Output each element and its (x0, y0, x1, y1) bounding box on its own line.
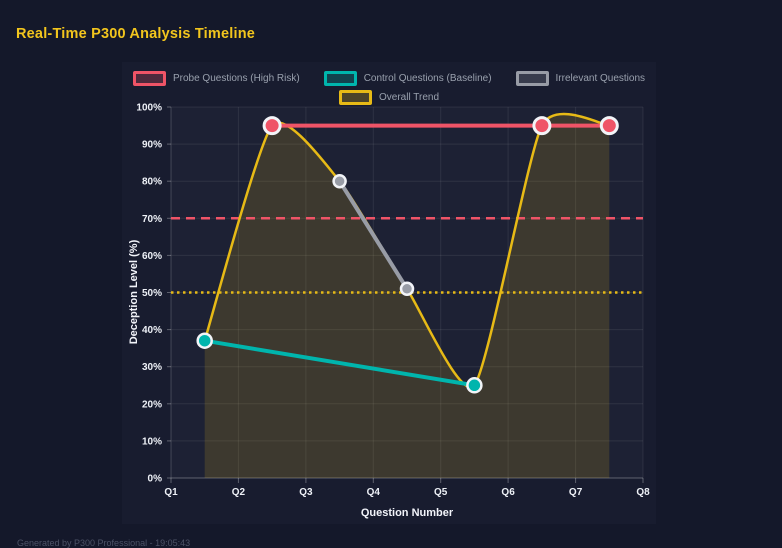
legend-label-control: Control Questions (Baseline) (363, 73, 492, 84)
data-point-irrelevant[interactable] (332, 173, 347, 189)
legend-item-control[interactable]: Control Questions (Baseline) (323, 71, 492, 86)
data-point-probe[interactable] (262, 116, 282, 136)
page-title: Real-Time P300 Analysis Timeline (16, 26, 256, 42)
data-point-irrelevant[interactable] (399, 281, 415, 297)
legend-label-trend: Overall Trend (378, 92, 440, 103)
y-tick-label: 10% (142, 436, 162, 447)
legend-label-irrelevant: Irrelevant Questions (555, 73, 646, 84)
y-tick-label: 90% (142, 140, 162, 151)
x-tick-label: Q3 (299, 487, 313, 498)
legend-swatch-irrelevant (515, 71, 549, 86)
x-tick-label: Q7 (569, 487, 583, 498)
x-tick-label: Q4 (367, 487, 381, 498)
y-tick-label: 40% (142, 325, 162, 336)
data-point-control[interactable] (466, 377, 483, 394)
chart-canvas[interactable]: 0% 10% 20% 30% 40% 50% 60% 70% 80% 90% 100% Q1 Q2 Q3 Q… (122, 62, 656, 524)
y-tick-label: 100% (136, 103, 162, 114)
x-tick-label: Q6 (501, 487, 515, 498)
chart-panel: 0% 10% 20% 30% 40% 50% 60% 70% 80% 90% 100% Q1 Q2 Q3 Q… (122, 62, 656, 524)
series-line-control (202, 338, 477, 388)
x-tick-label: Q5 (434, 487, 448, 498)
legend-row-1: Probe Questions (High Risk) Control Quest… (132, 71, 646, 86)
y-tick-label: 60% (142, 251, 162, 262)
data-point-probe[interactable] (599, 116, 619, 136)
legend-swatch-control (323, 71, 357, 86)
legend-item-probe[interactable]: Probe Questions (High Risk) (132, 71, 300, 86)
y-tick-label: 80% (142, 177, 162, 188)
y-tick-label: 30% (142, 362, 162, 373)
data-point-control[interactable] (196, 332, 213, 349)
y-tick-label: 20% (142, 399, 162, 410)
y-tick-label: 50% (142, 288, 162, 299)
footer-note: Generated by P300 Professional - 19:05:4… (17, 538, 191, 548)
y-tick-label: 70% (142, 214, 162, 225)
series-line-irrelevant (337, 179, 409, 291)
legend-row-2: Overall Trend (338, 90, 440, 105)
legend-item-trend[interactable]: Overall Trend (338, 90, 440, 105)
y-tick-label: 0% (148, 474, 163, 485)
legend-swatch-trend (338, 90, 372, 105)
x-tick-label: Q8 (636, 487, 650, 498)
x-axis-title: Question Number (360, 507, 454, 519)
data-point-probe[interactable] (532, 116, 552, 136)
x-tick-label: Q1 (164, 487, 178, 498)
y-axis-title: Deception Level (%) (128, 239, 140, 345)
legend-swatch-probe (132, 71, 166, 86)
chart-legend: Probe Questions (High Risk) Control Quest… (122, 71, 656, 105)
x-tick-label: Q2 (232, 487, 246, 498)
legend-item-irrelevant[interactable]: Irrelevant Questions (515, 71, 646, 86)
legend-label-probe: Probe Questions (High Risk) (172, 73, 300, 84)
